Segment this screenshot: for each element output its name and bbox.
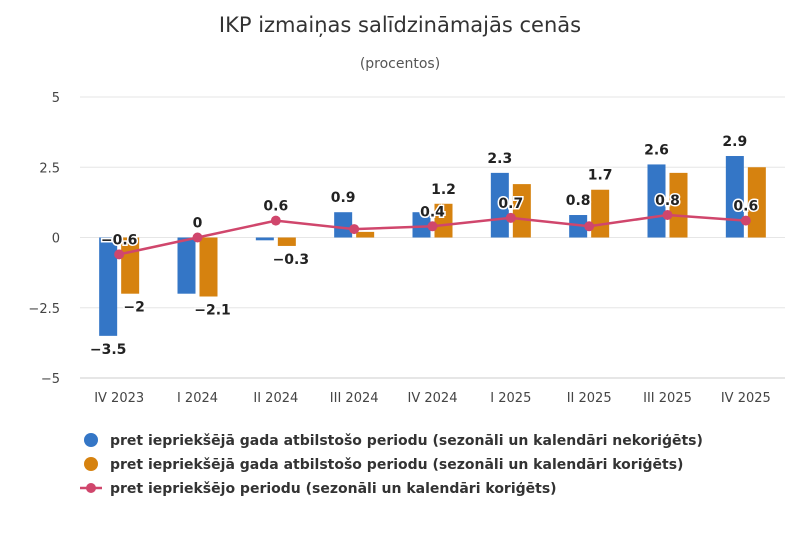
line-point xyxy=(192,232,203,243)
line-point xyxy=(662,210,673,221)
bar-unadjusted xyxy=(647,164,666,238)
y-tick-label: 0 xyxy=(52,232,60,247)
x-tick-label: II 2024 xyxy=(253,391,298,406)
bar-adjusted xyxy=(669,172,688,238)
bar-unadjusted xyxy=(255,237,274,241)
bar-unadjusted xyxy=(412,212,431,238)
data-label: −3.5 xyxy=(90,342,127,358)
x-tick-label: III 2025 xyxy=(643,391,692,406)
data-label: 2.9 xyxy=(722,134,747,150)
data-label: −2.1 xyxy=(194,303,231,319)
data-label: 0.6 xyxy=(263,199,288,215)
bar-unadjusted xyxy=(490,172,509,238)
bar-adjusted xyxy=(591,189,610,238)
bar-adjusted xyxy=(356,231,375,238)
data-label: −0.3 xyxy=(273,252,310,268)
bar-adjusted xyxy=(199,237,218,297)
legend-item: pret iepriekšējā gada atbilstošo periodu… xyxy=(110,433,703,449)
data-label: −0.6 xyxy=(101,232,138,248)
bar-adjusted xyxy=(747,167,766,238)
legend-marker-icon xyxy=(86,483,96,493)
data-label: −2 xyxy=(123,300,144,316)
bar-adjusted xyxy=(277,237,296,246)
chart-subtitle: (procentos) xyxy=(360,56,440,72)
legend-item: pret iepriekšējo periodu (sezonāli un ka… xyxy=(110,481,557,497)
line-point xyxy=(114,249,125,260)
chart-title: IKP izmaiņas salīdzināmajās cenās xyxy=(219,13,581,37)
x-tick-label: IV 2023 xyxy=(94,391,144,406)
line-point xyxy=(349,224,360,235)
bar-adjusted xyxy=(512,184,531,238)
x-tick-label: III 2024 xyxy=(330,391,379,406)
data-label: 0.8 xyxy=(655,193,680,209)
data-label: 2.6 xyxy=(644,142,669,158)
data-label: 1.7 xyxy=(588,168,613,184)
bar-adjusted xyxy=(434,203,453,238)
x-tick-label: II 2025 xyxy=(567,391,612,406)
bar-unadjusted xyxy=(725,156,744,238)
data-label: 0.6 xyxy=(733,199,758,215)
x-tick-label: I 2024 xyxy=(177,391,218,406)
x-tick-label: IV 2024 xyxy=(408,391,458,406)
bar-unadjusted xyxy=(334,212,353,238)
data-label: 0.8 xyxy=(566,193,591,209)
data-label: 0 xyxy=(193,216,203,232)
data-label: 2.3 xyxy=(487,151,512,167)
data-label: 0.7 xyxy=(498,196,523,212)
line-point xyxy=(584,221,595,232)
y-tick-label: −5 xyxy=(41,372,60,387)
line-point xyxy=(427,221,438,232)
data-label: 0.4 xyxy=(420,204,445,220)
line-point xyxy=(505,212,516,223)
legend-item: pret iepriekšējā gada atbilstošo periodu… xyxy=(110,457,683,473)
legend-marker-icon xyxy=(84,457,98,471)
y-tick-label: −2.5 xyxy=(28,302,60,317)
bar-unadjusted xyxy=(99,237,118,336)
line-point xyxy=(740,215,751,226)
x-tick-label: I 2025 xyxy=(490,391,531,406)
legend-marker-icon xyxy=(84,433,98,447)
line-point xyxy=(270,215,281,226)
x-tick-label: IV 2025 xyxy=(721,391,771,406)
data-label: 0.9 xyxy=(331,190,356,206)
y-tick-label: 2.5 xyxy=(39,161,60,176)
y-tick-label: 5 xyxy=(52,91,60,106)
data-label: 1.2 xyxy=(431,182,456,198)
bar-unadjusted xyxy=(177,237,196,294)
